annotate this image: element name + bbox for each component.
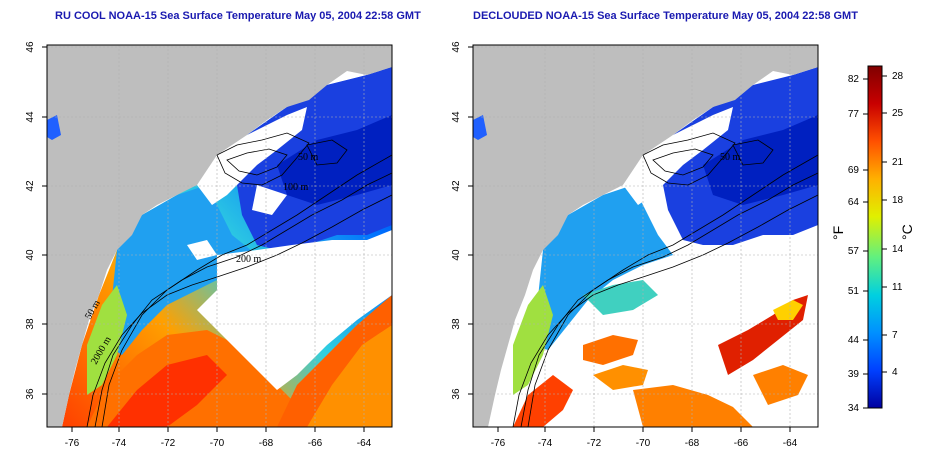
colorbar-c-tick-label: 28 — [892, 71, 904, 82]
right-y-tick-label: 38 — [451, 318, 462, 330]
fahrenheit-label: °F — [830, 226, 846, 240]
right-shelf-cloud — [623, 107, 733, 205]
colorbar-c-tick-label: 25 — [892, 108, 904, 119]
right-y-tick-label: 44 — [451, 111, 462, 123]
right-y-tick-label: 36 — [451, 388, 462, 400]
left-x-tick-label: -66 — [308, 438, 323, 449]
left-x-tick-label: -70 — [210, 438, 225, 449]
left-y-tick-label: 38 — [25, 318, 36, 330]
colorbar-c-tick-label: 14 — [892, 244, 904, 255]
contour-label: 50 m — [720, 152, 741, 163]
colorbar-fahrenheit-ticks: 82 77 69 64 57 51 44 39 34 — [848, 74, 868, 414]
right-y-tick-label: 42 — [451, 180, 462, 192]
colorbar-c-tick-label: 21 — [892, 157, 904, 168]
right-x-tick-label: -74 — [538, 438, 553, 449]
right-axes: -76 -74 -72 -70 -68 -66 -64 46 44 42 40 38 36 — [451, 41, 798, 449]
colorbar-f-tick-label: 44 — [848, 335, 860, 346]
colorbar-f-tick-label: 64 — [848, 197, 860, 208]
left-y-tick-label: 44 — [25, 111, 36, 123]
celsius-label: °C — [899, 224, 915, 240]
colorbar-celsius-ticks: 28 25 21 18 14 11 7 4 — [882, 71, 904, 378]
colorbar-c-tick-label: 18 — [892, 195, 904, 206]
right-x-tick-label: -76 — [491, 438, 506, 449]
contour-label: 50 m — [298, 152, 319, 163]
colorbar-f-tick-label: 77 — [848, 109, 860, 120]
colorbar: 82 77 69 64 57 51 44 39 34 28 25 21 18 14 11 7 4 °F °C — [830, 65, 915, 414]
right-x-tick-label: -72 — [587, 438, 602, 449]
right-y-tick-label: 46 — [451, 41, 462, 53]
left-map-frame — [46, 44, 393, 428]
right-map-title: DECLOUDED NOAA-15 Sea Surface Temperatur… — [473, 10, 858, 22]
left-x-tick-label: -76 — [65, 438, 80, 449]
left-y-tick-label: 36 — [25, 388, 36, 400]
left-map-panel — [46, 44, 393, 428]
left-grid — [47, 45, 392, 427]
colorbar-bar — [867, 65, 883, 409]
right-sst-field — [513, 67, 818, 427]
colorbar-c-tick-label: 7 — [892, 330, 898, 341]
colorbar-f-tick-label: 39 — [848, 369, 860, 380]
left-x-tick-label: -64 — [357, 438, 372, 449]
contour-label: 200 m — [236, 254, 262, 265]
right-y-tick-label: 40 — [451, 249, 462, 261]
right-grid — [473, 45, 818, 427]
right-map-panel — [472, 44, 819, 428]
right-x-tick-label: -66 — [734, 438, 749, 449]
left-shelf-cloud — [197, 107, 307, 205]
colorbar-f-tick-label: 57 — [848, 246, 860, 257]
colorbar-c-tick-label: 11 — [892, 282, 903, 293]
left-x-tick-label: -72 — [161, 438, 176, 449]
left-x-tick-label: -68 — [259, 438, 274, 449]
left-x-tick-label: -74 — [112, 438, 127, 449]
left-sst-field — [62, 67, 392, 427]
right-x-tick-label: -68 — [685, 438, 700, 449]
colorbar-f-tick-label: 82 — [848, 74, 860, 85]
right-map-frame — [472, 44, 819, 428]
colorbar-c-tick-label: 4 — [892, 367, 898, 378]
left-y-tick-label: 40 — [25, 249, 36, 261]
colorbar-f-tick-label: 34 — [848, 403, 860, 414]
right-x-tick-label: -64 — [783, 438, 798, 449]
left-axes: -76 -74 -72 -70 -68 -66 -64 46 44 42 40 38 36 — [25, 41, 372, 449]
colorbar-f-tick-label: 69 — [848, 165, 860, 176]
left-y-tick-label: 46 — [25, 41, 36, 53]
right-x-tick-label: -70 — [636, 438, 651, 449]
colorbar-f-tick-label: 51 — [848, 286, 860, 297]
left-y-tick-label: 42 — [25, 180, 36, 192]
left-map-title: RU COOL NOAA-15 Sea Surface Temperature … — [55, 10, 421, 22]
contour-label: 100 m — [283, 182, 309, 193]
